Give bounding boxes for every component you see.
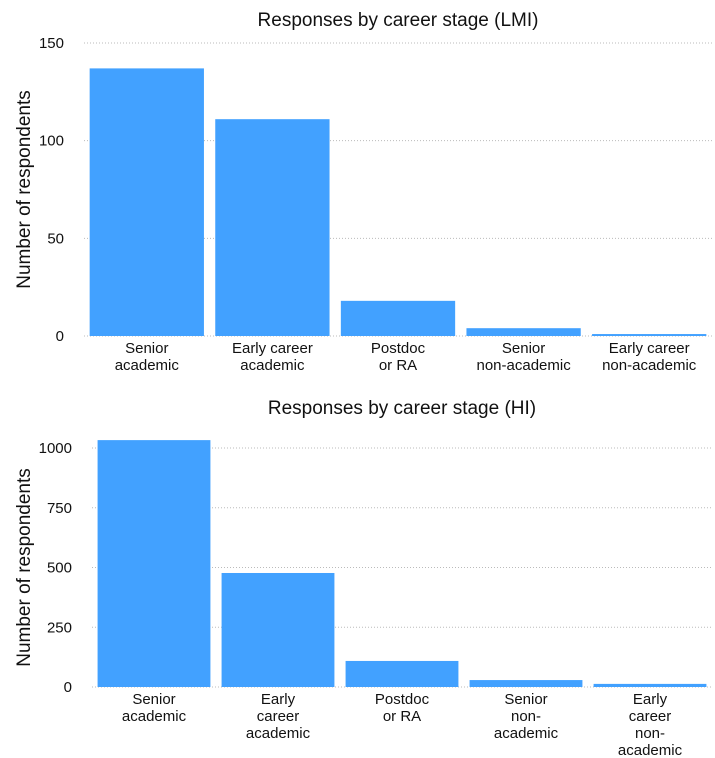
x-tick-label-line: or RA bbox=[383, 708, 421, 725]
bar bbox=[89, 68, 204, 336]
y-tick-label: 750 bbox=[47, 500, 72, 517]
x-tick-label: Early career non-academic bbox=[602, 340, 697, 374]
y-tick-label: 150 bbox=[39, 35, 64, 52]
x-tick-label: Senior non-academic bbox=[494, 691, 559, 742]
bar bbox=[221, 572, 335, 687]
x-tick-label-line: Postdoc bbox=[371, 340, 426, 357]
y-tick-label: 0 bbox=[64, 679, 72, 696]
bar bbox=[215, 119, 330, 337]
x-tick-label: Senior academic bbox=[122, 691, 187, 725]
chart-title: Responses by career stage (LMI) bbox=[258, 10, 539, 31]
y-tick-label: 250 bbox=[47, 619, 72, 636]
x-tick-label-line: Early bbox=[633, 691, 668, 708]
x-tick-label-line: Early career bbox=[609, 340, 690, 357]
x-tick-label-line: non- bbox=[635, 725, 665, 742]
x-tick-label-line: Senior bbox=[132, 691, 175, 708]
x-tick-label-line: career bbox=[629, 708, 672, 725]
y-tick-label: 0 bbox=[56, 328, 64, 345]
x-tick-label-line: academic bbox=[240, 357, 305, 374]
x-tick-label: Early career academic bbox=[246, 691, 311, 742]
x-tick-label-line: Senior bbox=[125, 340, 168, 357]
y-tick-label: 1000 bbox=[39, 440, 72, 457]
x-tick-label-line: academic bbox=[115, 357, 180, 374]
x-tick-label-line: Early bbox=[261, 691, 296, 708]
bar bbox=[593, 683, 707, 687]
chart-title: Responses by career stage (HI) bbox=[268, 398, 536, 419]
bar bbox=[466, 328, 581, 336]
bar bbox=[340, 300, 456, 336]
y-tick-label: 500 bbox=[47, 560, 72, 577]
x-tick-label-line: academic bbox=[494, 725, 559, 742]
x-tick-label-line: non-academic bbox=[602, 357, 697, 374]
x-tick-label-line: non- bbox=[511, 708, 541, 725]
x-tick-label: Early career non-academic bbox=[618, 691, 683, 758]
x-tick-label: Senior non-academic bbox=[476, 340, 571, 374]
x-tick-label-line: career bbox=[257, 708, 300, 725]
x-tick-label-line: academic bbox=[122, 708, 187, 725]
x-tick-label-line: academic bbox=[246, 725, 311, 742]
x-tick-label-line: Postdoc bbox=[375, 691, 430, 708]
x-tick-label: Early career academic bbox=[232, 340, 313, 374]
bar bbox=[469, 680, 583, 687]
x-tick-label-line: non-academic bbox=[476, 357, 571, 374]
bar bbox=[345, 660, 459, 687]
x-tick-label: Postdoc or RA bbox=[375, 691, 430, 725]
x-tick-label-line: academic bbox=[618, 742, 683, 758]
x-tick-label-line: Early career bbox=[232, 340, 313, 357]
x-tick-label-line: or RA bbox=[379, 357, 417, 374]
y-axis-label: Number of respondents bbox=[14, 90, 35, 289]
x-tick-label-line: Senior bbox=[502, 340, 545, 357]
y-tick-label: 100 bbox=[39, 133, 64, 150]
y-tick-label: 50 bbox=[47, 230, 64, 247]
x-tick-label: Postdoc or RA bbox=[371, 340, 426, 374]
x-tick-label: Senior academic bbox=[115, 340, 180, 374]
bar bbox=[592, 334, 707, 336]
y-axis-label: Number of respondents bbox=[14, 468, 35, 667]
x-tick-label-line: Senior bbox=[504, 691, 547, 708]
bar bbox=[97, 440, 211, 687]
